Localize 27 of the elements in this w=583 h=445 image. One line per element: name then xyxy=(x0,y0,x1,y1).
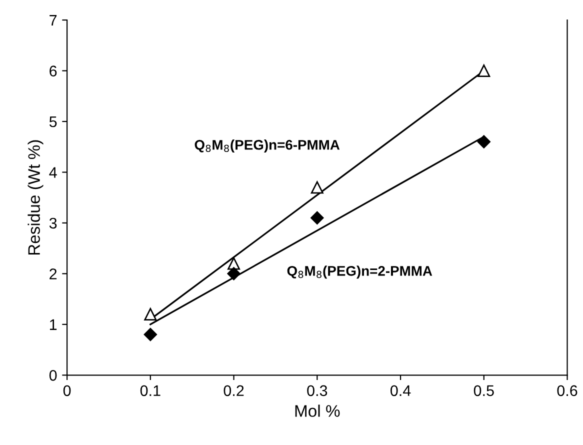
point xyxy=(227,267,240,280)
x-tick-label: 0.1 xyxy=(140,385,160,396)
point xyxy=(144,328,157,342)
x-axis-title: Mol % xyxy=(295,404,340,417)
y-tick-label: 1 xyxy=(50,319,57,330)
y-tick-label: 0 xyxy=(49,370,57,381)
y-tick-label: 2 xyxy=(50,268,57,280)
point xyxy=(310,181,324,194)
x-tick-label: 0.4 xyxy=(390,385,411,396)
y-axis-title: Residue (Wt %) xyxy=(28,140,44,255)
y-tick-label: 6 xyxy=(50,66,57,76)
x-tick-label: 0.5 xyxy=(474,385,494,396)
x-tick-label: 0.2 xyxy=(224,385,244,396)
annotation: Q$_{8}$M$_{8}$(PEG)n=6-PMMA xyxy=(194,140,340,153)
x-tick-label: 0.6 xyxy=(557,385,578,396)
y-tick-label: 3 xyxy=(49,218,57,229)
point xyxy=(477,135,490,148)
x-tick-label: 0 xyxy=(63,385,71,396)
point xyxy=(478,64,490,78)
annotation: Q$_{8}$M$_{8}$(PEG)n=2-PMMA xyxy=(287,266,432,279)
y-tick-label: 7 xyxy=(50,15,57,26)
point xyxy=(310,211,324,224)
x-tick-label: 0.3 xyxy=(307,385,328,396)
point xyxy=(144,308,157,321)
point xyxy=(228,257,240,270)
y-tick-label: 5 xyxy=(49,116,57,128)
y-tick-label: 4 xyxy=(49,167,57,178)
